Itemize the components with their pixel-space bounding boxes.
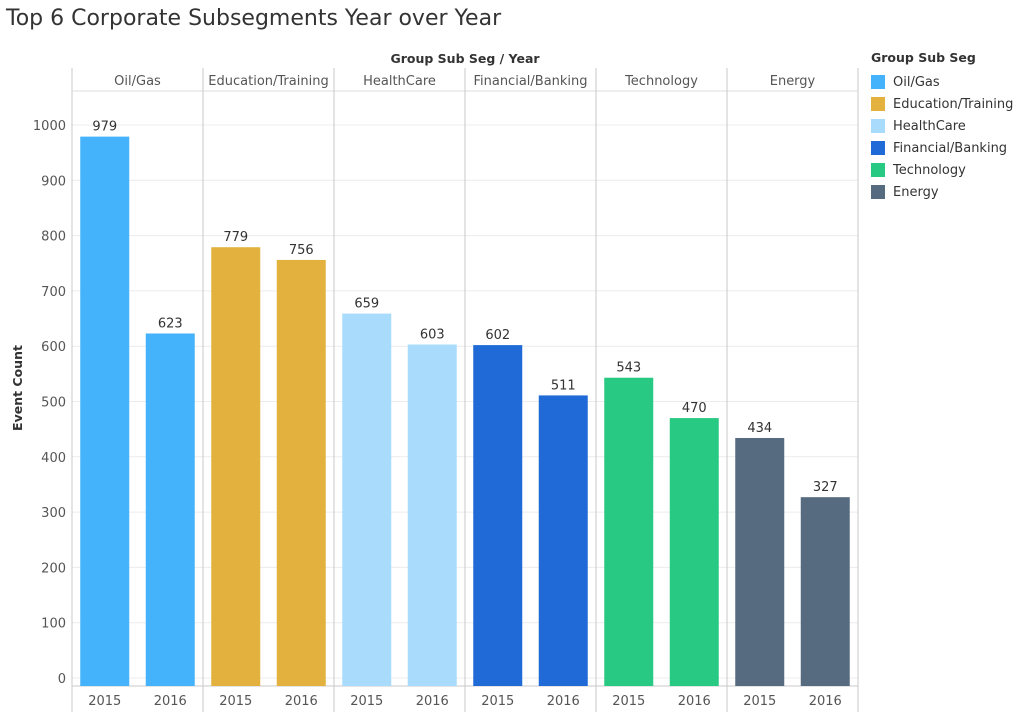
y-tick-label: 0: [58, 672, 66, 687]
legend-item-1[interactable]: Education/Training: [871, 93, 1021, 115]
y-tick-label: 1000: [33, 119, 66, 134]
legend-title: Group Sub Seg: [871, 50, 976, 65]
legend-swatch: [871, 97, 885, 111]
x-tick-label: 2015: [88, 694, 121, 709]
legend-label: Oil/Gas: [893, 74, 940, 90]
bar-value-label: 434: [747, 421, 772, 436]
y-tick-label: 800: [41, 230, 66, 245]
group-header: Education/Training: [208, 74, 328, 89]
bar-value-label: 779: [223, 230, 248, 245]
legend-item-2[interactable]: HealthCare: [871, 115, 1021, 137]
bar-chart: Group Sub Seg / Year Event Count 0 100 200 30…: [10, 51, 859, 712]
x-tick-label: 2015: [219, 694, 252, 709]
bar: [669, 418, 719, 686]
x-tick-label: 2016: [154, 694, 187, 709]
x-tick-label: 2015: [612, 694, 645, 709]
x-tick-label: 2016: [678, 694, 711, 709]
x-tick-label: 2015: [481, 694, 514, 709]
legend-label: Energy: [893, 184, 939, 200]
x-tick-label: 2015: [743, 694, 776, 709]
x-tick-label: 2016: [547, 694, 580, 709]
legend-swatch: [871, 185, 885, 199]
bar: [800, 497, 850, 686]
bar: [211, 247, 261, 686]
bar-value-label: 602: [485, 328, 510, 343]
legend-item-3[interactable]: Financial/Banking: [871, 137, 1021, 159]
bar: [80, 136, 130, 686]
bar-value-label: 327: [813, 480, 838, 495]
y-tick-label: 200: [41, 561, 66, 576]
legend-swatch: [871, 141, 885, 155]
y-tick-label: 900: [41, 174, 66, 189]
y-axis-label: Event Count: [10, 345, 25, 431]
x-tick-label: 2015: [350, 694, 383, 709]
bar-value-label: 979: [92, 120, 117, 135]
header-label: Group Sub Seg / Year: [390, 51, 540, 66]
bar: [538, 395, 588, 686]
bar-value-label: 470: [682, 401, 707, 416]
x-tick-label: 2016: [809, 694, 842, 709]
x-tick-label: 2016: [285, 694, 318, 709]
legend-item-0[interactable]: Oil/Gas: [871, 71, 1021, 93]
legend-label: Technology: [893, 162, 966, 178]
group-header: Technology: [624, 74, 698, 89]
bar-value-label: 543: [616, 361, 641, 376]
bar: [276, 259, 326, 686]
bar: [342, 313, 392, 686]
bar-value-label: 623: [158, 316, 183, 331]
bar-value-label: 511: [551, 378, 576, 393]
bar-value-label: 756: [289, 243, 314, 258]
legend-swatch: [871, 119, 885, 133]
y-tick-label: 700: [41, 285, 66, 300]
y-tick-label: 100: [41, 617, 66, 632]
legend-item-4[interactable]: Technology: [871, 159, 1021, 181]
bar: [407, 344, 457, 686]
legend-label: Education/Training: [893, 96, 1014, 112]
chart-title: Top 6 Corporate Subsegments Year over Ye…: [6, 6, 502, 31]
bar: [735, 437, 785, 686]
legend-label: Financial/Banking: [893, 140, 1008, 156]
bar: [604, 377, 654, 686]
group-header: Energy: [770, 74, 816, 89]
y-tick-label: 300: [41, 506, 66, 521]
legend: Group Sub Seg Oil/Gas Education/Training H…: [871, 50, 1021, 203]
bar: [473, 345, 523, 686]
legend-label: HealthCare: [893, 118, 966, 134]
y-tick-label: 400: [41, 451, 66, 466]
y-tick-label: 500: [41, 396, 66, 411]
legend-item-5[interactable]: Energy: [871, 181, 1021, 203]
group-header: Financial/Banking: [473, 74, 587, 89]
group-header: HealthCare: [363, 74, 436, 89]
group-header: Oil/Gas: [114, 74, 161, 89]
bar: [145, 333, 195, 686]
bar-value-label: 603: [420, 328, 445, 343]
x-tick-label: 2016: [416, 694, 449, 709]
legend-swatch: [871, 163, 885, 177]
y-tick-label: 600: [41, 340, 66, 355]
legend-swatch: [871, 75, 885, 89]
legend-items: Oil/Gas Education/Training HealthCare Finan…: [871, 71, 1021, 203]
bar-value-label: 659: [354, 297, 379, 312]
